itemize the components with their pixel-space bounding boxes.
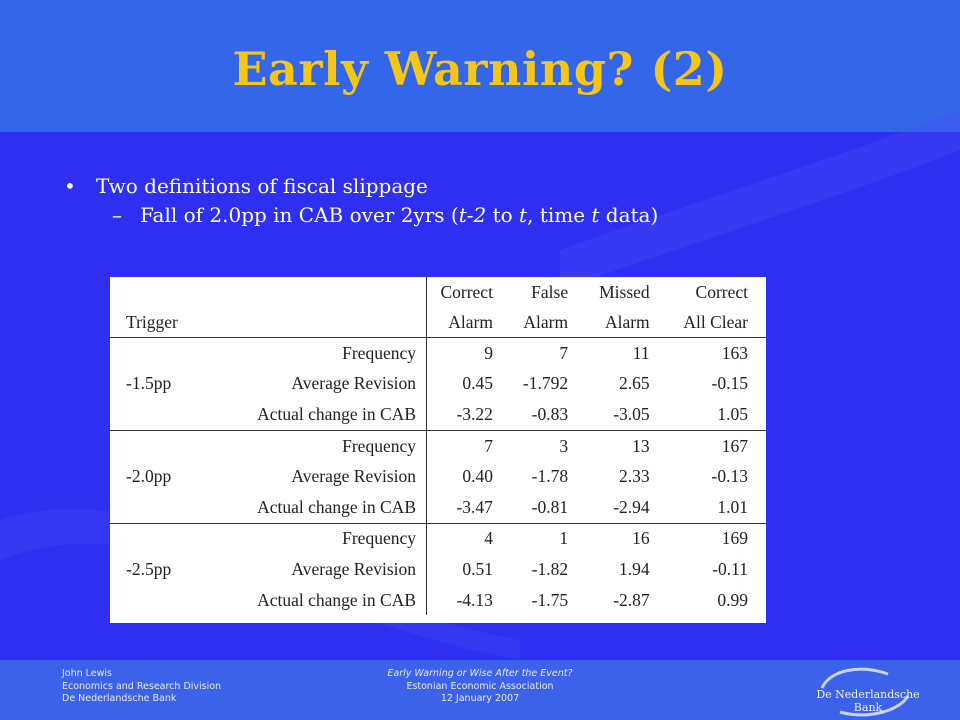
dash-icon: – bbox=[112, 203, 122, 227]
table-cell: 0.40 bbox=[425, 461, 511, 492]
trigger-label: -2.5pp bbox=[126, 558, 172, 579]
table-cell: -0.83 bbox=[531, 403, 569, 424]
table-cell: -2.94 bbox=[613, 496, 650, 517]
table-header-row-2: Trigger Alarm Alarm Alarm All Clear bbox=[110, 307, 766, 338]
table-cell: -1.82 bbox=[531, 558, 569, 579]
logo-text: De Nederlandsche Bank bbox=[816, 688, 920, 714]
trigger-header: Trigger bbox=[126, 311, 178, 332]
col-header: Alarm bbox=[604, 311, 650, 332]
row-label: Average Revision bbox=[291, 558, 416, 579]
results-table-panel: Correct False Missed Correct Trigger Ala… bbox=[110, 277, 766, 623]
table-cell: -3.47 bbox=[425, 491, 511, 524]
table-cell: 9 bbox=[425, 336, 511, 369]
table-cell: 1 bbox=[510, 522, 587, 555]
bullet-level2-t2: t-2 bbox=[458, 203, 487, 227]
results-table: Correct False Missed Correct Trigger Ala… bbox=[110, 277, 766, 616]
row-label: Average Revision bbox=[291, 373, 416, 394]
col-header: Correct bbox=[425, 277, 511, 307]
table-cell: -0.13 bbox=[711, 466, 748, 487]
col-header: Correct bbox=[695, 281, 748, 302]
table-row: Actual change in CAB -3.22 -0.83 -3.05 1… bbox=[110, 399, 766, 431]
col-header: Missed bbox=[599, 281, 650, 302]
table-cell: -3.05 bbox=[613, 403, 650, 424]
table-header-row-1: Correct False Missed Correct bbox=[110, 277, 766, 307]
table-cell: -0.81 bbox=[531, 496, 569, 517]
table-cell: 1.05 bbox=[717, 403, 748, 424]
table-row: -2.5pp Average Revision 0.51 -1.82 1.94 … bbox=[110, 554, 766, 585]
footer-event: Early Warning or Wise After the Event? E… bbox=[330, 668, 630, 706]
col-header: All Clear bbox=[683, 311, 748, 332]
table-cell: 13 bbox=[586, 429, 668, 462]
table-cell: 0.45 bbox=[425, 368, 511, 400]
table-row: -1.5pp Average Revision 0.45 -1.792 2.65… bbox=[110, 368, 766, 400]
row-label: Average Revision bbox=[291, 466, 416, 487]
table-row: -2.0pp Average Revision 0.40 -1.78 2.33 … bbox=[110, 461, 766, 492]
footer-author: John Lewis Economics and Research Divisi… bbox=[62, 668, 221, 706]
trigger-label: -1.5pp bbox=[126, 373, 172, 394]
table-cell: 3 bbox=[510, 429, 587, 462]
bullet-level2-t: t bbox=[519, 203, 528, 227]
table-cell: -1.78 bbox=[531, 466, 569, 487]
table-row: Frequency 9 7 11 163 bbox=[110, 336, 766, 369]
bullet-level2-t3: t bbox=[591, 203, 600, 227]
table-cell: 2.65 bbox=[619, 373, 650, 394]
footer-author-name: John Lewis bbox=[62, 668, 113, 679]
header-band bbox=[0, 0, 960, 132]
row-label: Frequency bbox=[206, 429, 427, 462]
dnb-logo-icon bbox=[820, 667, 910, 717]
table-cell: 0.51 bbox=[425, 554, 511, 585]
footer-author-division: Economics and Research Division bbox=[62, 680, 222, 692]
bullet-level1: • Two definitions of fiscal slippage bbox=[60, 172, 658, 200]
table-row: Actual change in CAB -3.47 -0.81 -2.94 1… bbox=[110, 491, 766, 524]
table-row: Actual change in CAB -4.13 -1.75 -2.87 0… bbox=[110, 584, 766, 616]
row-label: Frequency bbox=[206, 522, 427, 555]
bullet-dot-icon: • bbox=[64, 174, 76, 198]
table-cell: 2.33 bbox=[619, 466, 650, 487]
table-cell: 4 bbox=[425, 522, 511, 555]
table-cell: -4.13 bbox=[425, 584, 511, 616]
col-header: Alarm bbox=[523, 311, 569, 332]
bullet-level2: – Fall of 2.0pp in CAB over 2yrs (t-2 to … bbox=[60, 200, 658, 230]
table-cell: 1.94 bbox=[619, 558, 650, 579]
col-header: Alarm bbox=[425, 307, 511, 338]
table-cell: -0.15 bbox=[711, 373, 748, 394]
bullet-list: • Two definitions of fiscal slippage – Fa… bbox=[60, 172, 658, 230]
table-cell: 167 bbox=[667, 429, 766, 462]
row-label: Actual change in CAB bbox=[257, 496, 416, 517]
table-cell: -2.87 bbox=[613, 589, 650, 610]
footer-event-date: 12 January 2007 bbox=[440, 693, 520, 704]
table-row: Frequency 4 1 16 169 bbox=[110, 522, 766, 555]
bullet-level2-post: data) bbox=[599, 203, 659, 227]
footer-band bbox=[0, 660, 960, 720]
table-cell: -3.22 bbox=[425, 399, 511, 431]
footer-author-institution: De Nederlandsche Bank bbox=[62, 693, 177, 704]
row-label: Actual change in CAB bbox=[257, 589, 416, 610]
bullet-level2-mid2: , time bbox=[527, 203, 592, 227]
table-cell: 0.99 bbox=[717, 589, 748, 610]
table-cell: 169 bbox=[667, 522, 766, 555]
table-cell: 11 bbox=[586, 336, 668, 369]
trigger-label: -2.0pp bbox=[126, 466, 172, 487]
row-label: Frequency bbox=[206, 336, 427, 369]
table-cell: 163 bbox=[667, 336, 766, 369]
table-cell: 7 bbox=[425, 429, 511, 462]
table-cell: -0.11 bbox=[712, 558, 748, 579]
table-cell: -1.792 bbox=[522, 373, 569, 394]
bullet-level2-mid: to bbox=[486, 203, 520, 227]
table-row: Frequency 7 3 13 167 bbox=[110, 429, 766, 462]
row-label: Actual change in CAB bbox=[257, 403, 416, 424]
bullet-level1-text: Two definitions of fiscal slippage bbox=[96, 174, 428, 198]
bullet-level2-pre: Fall of 2.0pp in CAB over 2yrs ( bbox=[140, 203, 459, 227]
footer-talk-title: Early Warning or Wise After the Event? bbox=[387, 668, 573, 679]
table-cell: 16 bbox=[586, 522, 668, 555]
col-header: False bbox=[531, 281, 569, 302]
table-cell: -1.75 bbox=[531, 589, 569, 610]
footer-event-name: Estonian Economic Association bbox=[406, 680, 554, 692]
slide-title: Early Warning? (2) bbox=[232, 42, 728, 96]
table-cell: 7 bbox=[510, 336, 587, 369]
table-cell: 1.01 bbox=[717, 496, 748, 517]
